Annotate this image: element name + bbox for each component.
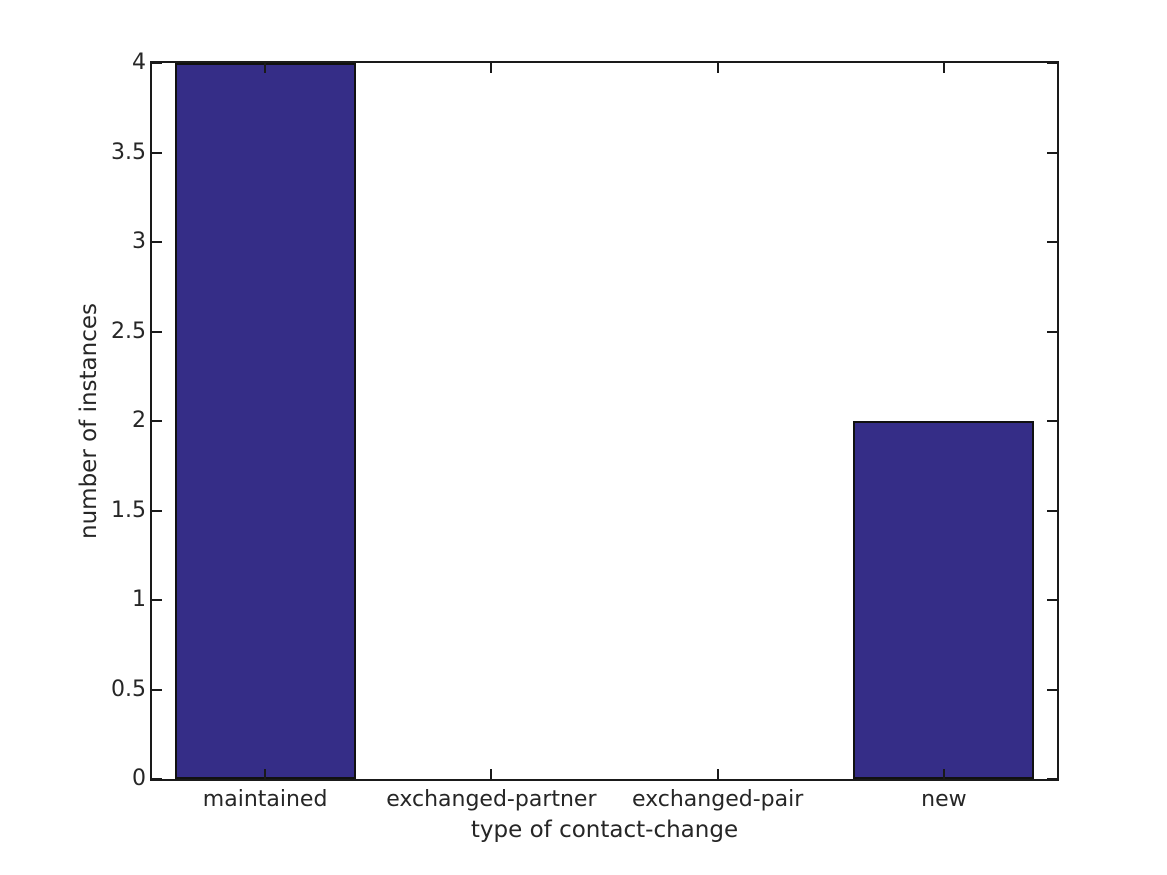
x-tick-label-maintained: maintained [202, 787, 328, 812]
y-tick-mark-left [152, 330, 162, 333]
x-tick-mark-top [264, 63, 267, 73]
y-tick-mark-right [1047, 420, 1057, 422]
y-tick-mark-left [152, 688, 162, 691]
x-tick-mark-top [716, 63, 719, 73]
y-tick-mark-right [1047, 63, 1057, 64]
x-tick-mark-bottom [716, 769, 719, 779]
y-tick-label-1: 1 [132, 587, 146, 612]
y-tick-mark-right [1047, 509, 1057, 512]
y-tick-label-2.5: 2.5 [111, 318, 146, 344]
y-tick-label-0: 0 [132, 766, 146, 791]
x-tick-label-exchanged-pair: exchanged-pair [631, 787, 804, 812]
x-tick-label-exchanged-partner: exchanged-partner [386, 787, 597, 812]
y-tick-mark-left [152, 151, 162, 154]
y-tick-label-3.5: 3.5 [111, 139, 146, 165]
y-tick-label-0.5: 0.5 [111, 676, 146, 702]
x-axis-label-row: type of contact-change [0, 817, 1167, 843]
y-tick-mark-right [1047, 599, 1057, 601]
y-tick-mark-right [1047, 688, 1057, 691]
y-tick-mark-left [152, 509, 162, 512]
x-tick-label-new: new [921, 787, 967, 812]
y-tick-mark-right [1047, 778, 1057, 779]
y-tick-mark-right [1047, 330, 1057, 333]
y-tick-mark-right [1047, 151, 1057, 154]
bar-new [853, 421, 1035, 779]
y-tick-label-2: 2 [132, 408, 146, 433]
x-tick-mark-bottom [490, 769, 493, 779]
bar-maintained [174, 63, 356, 779]
y-tick-label-1.5: 1.5 [111, 497, 146, 523]
x-tick-mark-bottom [264, 769, 267, 779]
x-tick-mark-top [490, 63, 493, 73]
y-tick-mark-left [152, 420, 162, 422]
x-axis-label: type of contact-change [470, 817, 739, 843]
y-tick-label-3: 3 [132, 229, 146, 254]
x-tick-mark-top [942, 63, 945, 73]
y-tick-mark-right [1047, 241, 1057, 243]
y-tick-mark-left [152, 778, 162, 779]
y-tick-mark-left [152, 241, 162, 243]
y-tick-mark-left [152, 63, 162, 64]
x-tick-mark-bottom [942, 769, 945, 779]
y-tick-label-4: 4 [132, 50, 146, 75]
plot-area [150, 61, 1059, 781]
y-tick-mark-left [152, 599, 162, 601]
